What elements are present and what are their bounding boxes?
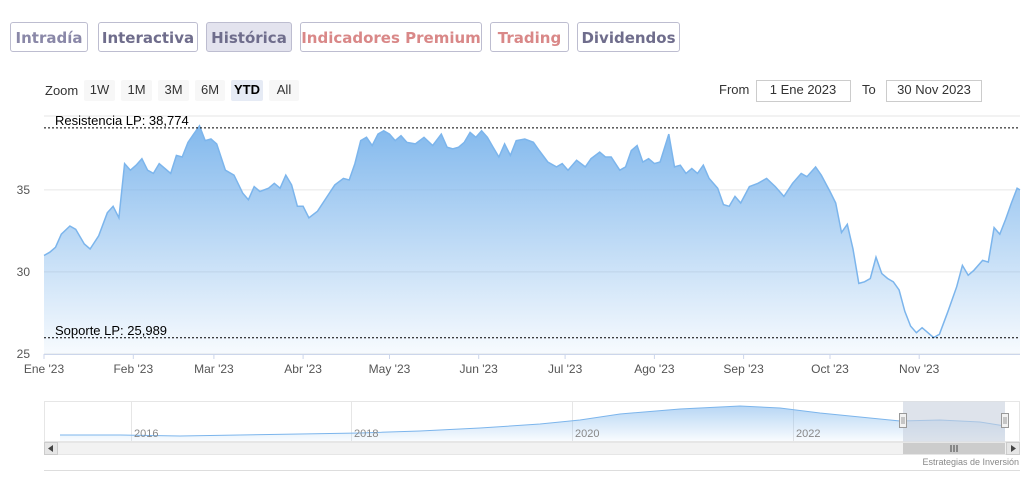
x-tick-label: Abr '23 [284, 362, 322, 376]
price-area [44, 125, 1020, 354]
scroll-left-icon [48, 445, 53, 452]
x-tick-label: Ago '23 [634, 362, 675, 376]
zoom-button-label: All [277, 82, 292, 97]
x-tick-label: May '23 [369, 362, 411, 376]
x-tick-label: Jun '23 [460, 362, 499, 376]
scrollbar-track[interactable] [44, 442, 1020, 455]
scrollbar[interactable] [44, 442, 1020, 455]
zoom-button-label: 1W [90, 82, 110, 97]
navigator-selection[interactable] [903, 401, 1005, 442]
tab-intradía[interactable]: Intradía [10, 22, 88, 52]
from-label: From [719, 82, 749, 97]
from-date-value: 1 Ene 2023 [770, 82, 837, 97]
tab-interactiva[interactable]: Interactiva [98, 22, 198, 52]
x-tick-label: Sep '23 [723, 362, 764, 376]
zoom-button-3m[interactable]: 3M [158, 80, 189, 101]
zoom-button-1w[interactable]: 1W [84, 80, 115, 101]
tab-trading[interactable]: Trading [490, 22, 569, 52]
navigator-line [60, 405, 1006, 437]
credit-text: Estrategias de Inversión [922, 457, 1019, 467]
tab-dividendos[interactable]: Dividendos [577, 22, 680, 52]
y-tick-label: 35 [17, 183, 31, 197]
zoom-button-all[interactable]: All [269, 80, 299, 101]
x-tick-label: Feb '23 [113, 362, 153, 376]
zoom-button-1m[interactable]: 1M [121, 80, 152, 101]
zoom-button-label: YTD [234, 82, 260, 97]
x-tick-label: Nov '23 [899, 362, 940, 376]
support-label: Soporte LP: 25,989 [55, 323, 167, 338]
navigator-right-handle[interactable] [1001, 413, 1009, 428]
navigator[interactable]: 2016 2018 2020 2022 [44, 401, 1020, 442]
x-tick-label: Mar '23 [194, 362, 234, 376]
resistance-label: Resistencia LP: 38,774 [55, 113, 189, 128]
zoom-button-label: 1M [127, 82, 145, 97]
zoom-button-label: 3M [164, 82, 182, 97]
zoom-button-label: 6M [201, 82, 219, 97]
to-date-input[interactable]: 30 Nov 2023 [886, 80, 982, 102]
y-tick-label: 25 [17, 347, 31, 361]
navigator-area [60, 406, 1005, 441]
x-tick-label: Ene '23 [24, 362, 65, 376]
x-tick-label: Jul '23 [548, 362, 583, 376]
navigator-year-label: 2022 [796, 428, 820, 440]
from-date-input[interactable]: 1 Ene 2023 [756, 80, 851, 102]
navigator-year-label: 2018 [354, 428, 378, 440]
to-date-value: 30 Nov 2023 [897, 82, 971, 97]
x-tick-label: Oct '23 [811, 362, 849, 376]
tab-indicadores-premium[interactable]: Indicadores Premium [300, 22, 482, 52]
zoom-label: Zoom [45, 83, 78, 98]
navigator-year-label: 2020 [575, 428, 599, 440]
navigator-left-handle[interactable] [899, 413, 907, 428]
tab-histórica[interactable]: Histórica [206, 22, 292, 52]
zoom-button-6m[interactable]: 6M [195, 80, 225, 101]
y-tick-label: 30 [17, 265, 31, 279]
scroll-right-icon [1011, 445, 1016, 452]
to-label: To [862, 82, 876, 97]
navigator-year-label: 2016 [134, 428, 158, 440]
zoom-button-ytd[interactable]: YTD [231, 80, 263, 101]
